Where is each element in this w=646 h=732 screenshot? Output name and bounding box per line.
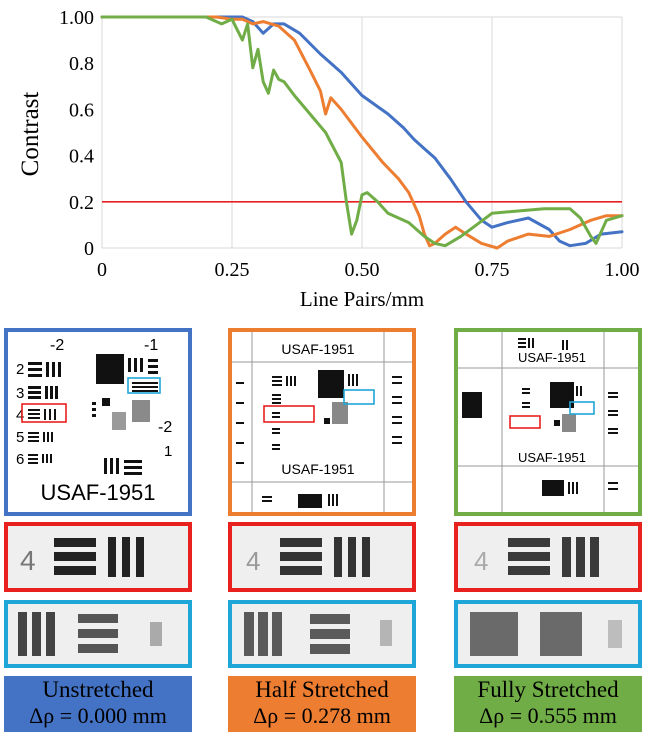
- group-label: -1: [144, 337, 158, 354]
- tile-grid: [232, 332, 412, 512]
- blue-selection-box: [343, 389, 375, 405]
- blue-selection-box: [127, 377, 161, 394]
- series-line-2: [100, 15, 624, 248]
- red-selection-box: [21, 403, 67, 423]
- caption-delta: Δρ = 0.555 mm: [479, 703, 617, 728]
- zoom-blue-image: [470, 612, 622, 656]
- zoom-blue-fully-stretched: [454, 600, 642, 668]
- zoom-red-fully-stretched: 4: [454, 522, 642, 592]
- element-label: 1: [164, 443, 172, 460]
- tile-grid: [458, 332, 638, 512]
- usaf-label: USAF-1951: [518, 350, 586, 365]
- zoom-red-image: 4: [20, 537, 144, 577]
- element-label: 6: [16, 451, 24, 468]
- bar-pattern: [28, 354, 158, 475]
- blue-selection-box: [569, 401, 595, 415]
- element-label: 4: [16, 407, 24, 424]
- red-selection-box: [263, 405, 315, 423]
- usaf-label: USAF-1951: [281, 341, 354, 357]
- y-axis-label: Contrast: [17, 92, 44, 177]
- caption-title: Unstretched: [42, 677, 154, 702]
- series-line-1: [100, 15, 624, 250]
- zoom-blue-image: [244, 612, 392, 656]
- usaf-label: USAF-1951: [518, 450, 586, 465]
- bar-pattern: [462, 338, 618, 496]
- element-label: 4: [474, 546, 488, 576]
- x-axis-label: Line Pairs/mm: [300, 287, 424, 310]
- element-label: 5: [16, 429, 24, 446]
- usaf-target-fully-stretched: USAF-1951 USAF-1951: [454, 328, 642, 516]
- group-label: -2: [50, 337, 64, 354]
- usaf-label: USAF-1951: [41, 480, 156, 505]
- x-tick-label: 1.00: [605, 259, 640, 281]
- contrast-line-chart: 0 0.25 0.50 0.75 1.00 0 0.2 0.4 0.6 0.8 1.00 Line…: [17, 7, 640, 310]
- y-tick-label: 0.8: [69, 53, 94, 75]
- zoom-red-unstretched: 4: [4, 522, 192, 592]
- series-lines: [100, 15, 624, 250]
- x-tick-label: 0.25: [215, 259, 250, 281]
- y-tick-labels: 0 0.2 0.4 0.6 0.8 1.00: [59, 7, 94, 260]
- element-label: 4: [20, 545, 36, 576]
- x-tick-label: 0.75: [475, 259, 510, 281]
- usaf-target-image: -2 -1 2 3 4 5 6 -2: [16, 337, 172, 505]
- usaf-target-image: USAF-1951 USAF-1951: [458, 332, 638, 512]
- x-tick-labels: 0 0.25 0.50 0.75 1.00: [97, 259, 640, 281]
- red-selection-box: [509, 415, 541, 429]
- usaf-label: USAF-1951: [281, 461, 354, 477]
- caption-half-stretched: Half Stretched Δρ = 0.278 mm: [228, 676, 416, 732]
- caption-title: Half Stretched: [255, 677, 389, 702]
- y-tick-label: 0.2: [69, 192, 94, 214]
- zoom-red-half-stretched: 4: [228, 522, 416, 592]
- bar-pattern: [236, 370, 402, 508]
- zoom-blue-unstretched: [4, 600, 192, 668]
- zoom-blue-half-stretched: [228, 600, 416, 668]
- caption-fully-stretched: Fully Stretched Δρ = 0.555 mm: [454, 676, 642, 732]
- caption-title: Fully Stretched: [477, 677, 619, 702]
- element-label: 3: [16, 385, 24, 402]
- usaf-target-image: USAF-1951 USAF-1951: [232, 332, 412, 512]
- y-tick-label: 0.6: [69, 99, 94, 121]
- element-label: 4: [246, 546, 260, 576]
- zoom-red-image: 4: [246, 537, 370, 577]
- y-tick-label: 0.4: [69, 146, 94, 168]
- zoom-blue-image: [18, 612, 162, 656]
- caption-delta: Δρ = 0.278 mm: [253, 703, 391, 728]
- usaf-target-half-stretched: USAF-1951 USAF-1951: [228, 328, 416, 516]
- x-tick-label: 0.50: [345, 259, 380, 281]
- chart-grid: [101, 16, 623, 249]
- x-tick-label: 0: [97, 259, 107, 281]
- caption-delta: Δρ = 0.000 mm: [29, 703, 167, 728]
- zoom-red-image: 4: [474, 537, 599, 577]
- element-label: 2: [16, 361, 24, 378]
- group-label: -2: [158, 419, 172, 436]
- y-tick-label: 1.00: [59, 7, 94, 29]
- y-tick-label: 0: [84, 238, 94, 260]
- usaf-target-unstretched: -2 -1 2 3 4 5 6 -2: [4, 328, 192, 516]
- caption-unstretched: Unstretched Δρ = 0.000 mm: [4, 676, 192, 732]
